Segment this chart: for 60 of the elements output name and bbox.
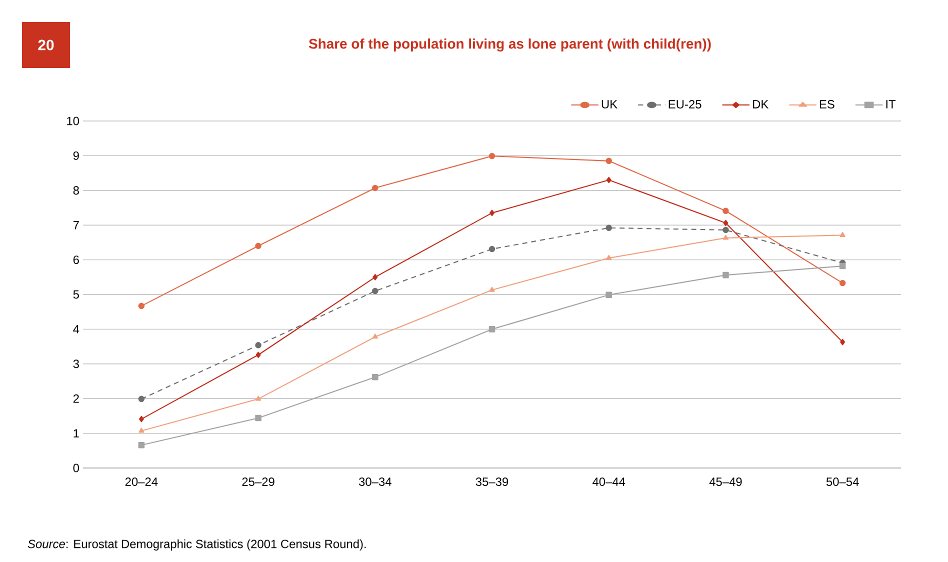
- legend-label: IT: [886, 100, 896, 108]
- x-tick-label: 25–29: [242, 478, 274, 486]
- y-tick-label: 9: [73, 151, 79, 160]
- text: Source: Eurostat Demographic Statistics (2001 Census Round).: [28, 539, 366, 551]
- point: [488, 326, 496, 332]
- point: [372, 184, 378, 192]
- point: [372, 274, 378, 280]
- x-tick-label: 30–34: [358, 478, 392, 486]
- point: [255, 242, 262, 250]
- legend-label: EU-25: [668, 100, 702, 108]
- point: [490, 210, 494, 216]
- y-tick-label: 7: [73, 220, 79, 230]
- point: [372, 334, 378, 339]
- y-tick-label: 6: [73, 256, 79, 264]
- legend-label: ES: [820, 100, 834, 108]
- y-tick-label: 4: [73, 325, 80, 334]
- y-tick-label: 8: [73, 186, 79, 195]
- point: [839, 280, 846, 286]
- x-tick-label: 45–49: [709, 478, 742, 486]
- text: 20: [38, 40, 54, 50]
- point: [606, 176, 612, 184]
- point: [722, 272, 729, 278]
- point: [606, 254, 612, 260]
- point: [256, 352, 261, 358]
- point: [489, 286, 495, 292]
- legend-label: DK: [753, 100, 769, 108]
- point: [722, 208, 729, 214]
- y-tick-label: 0: [73, 464, 80, 472]
- x-tick-label: 50–54: [826, 478, 859, 486]
- y-tick-label: 5: [73, 290, 79, 299]
- point: [372, 374, 378, 380]
- point: [488, 152, 496, 160]
- x-tick-label: 35–39: [476, 478, 508, 486]
- point: [488, 246, 496, 252]
- point: [606, 224, 612, 232]
- point: [606, 158, 612, 164]
- point: [839, 262, 846, 270]
- point: [722, 234, 729, 240]
- point: [840, 338, 846, 346]
- point: [606, 292, 612, 298]
- point: [255, 414, 262, 422]
- point: [372, 288, 378, 294]
- point: [255, 342, 262, 348]
- point: [138, 442, 145, 448]
- legend-label: UK: [602, 100, 618, 108]
- point: [255, 396, 262, 401]
- point: [138, 416, 144, 422]
- point: [840, 232, 846, 238]
- point: [723, 220, 728, 226]
- y-tick-label: 1: [74, 429, 79, 438]
- y-tick-label: 2: [73, 394, 79, 403]
- y-tick-label: 10: [67, 116, 80, 126]
- point: [138, 302, 145, 310]
- y-tick-label: 3: [73, 360, 79, 368]
- x-tick-label: 40–44: [592, 478, 626, 486]
- point: [138, 428, 144, 433]
- point: [722, 226, 729, 234]
- chart-title: Share of the population living as lone parent (with child(ren)): [308, 38, 711, 52]
- x-tick-label: 20–24: [125, 478, 158, 486]
- point: [138, 396, 145, 402]
